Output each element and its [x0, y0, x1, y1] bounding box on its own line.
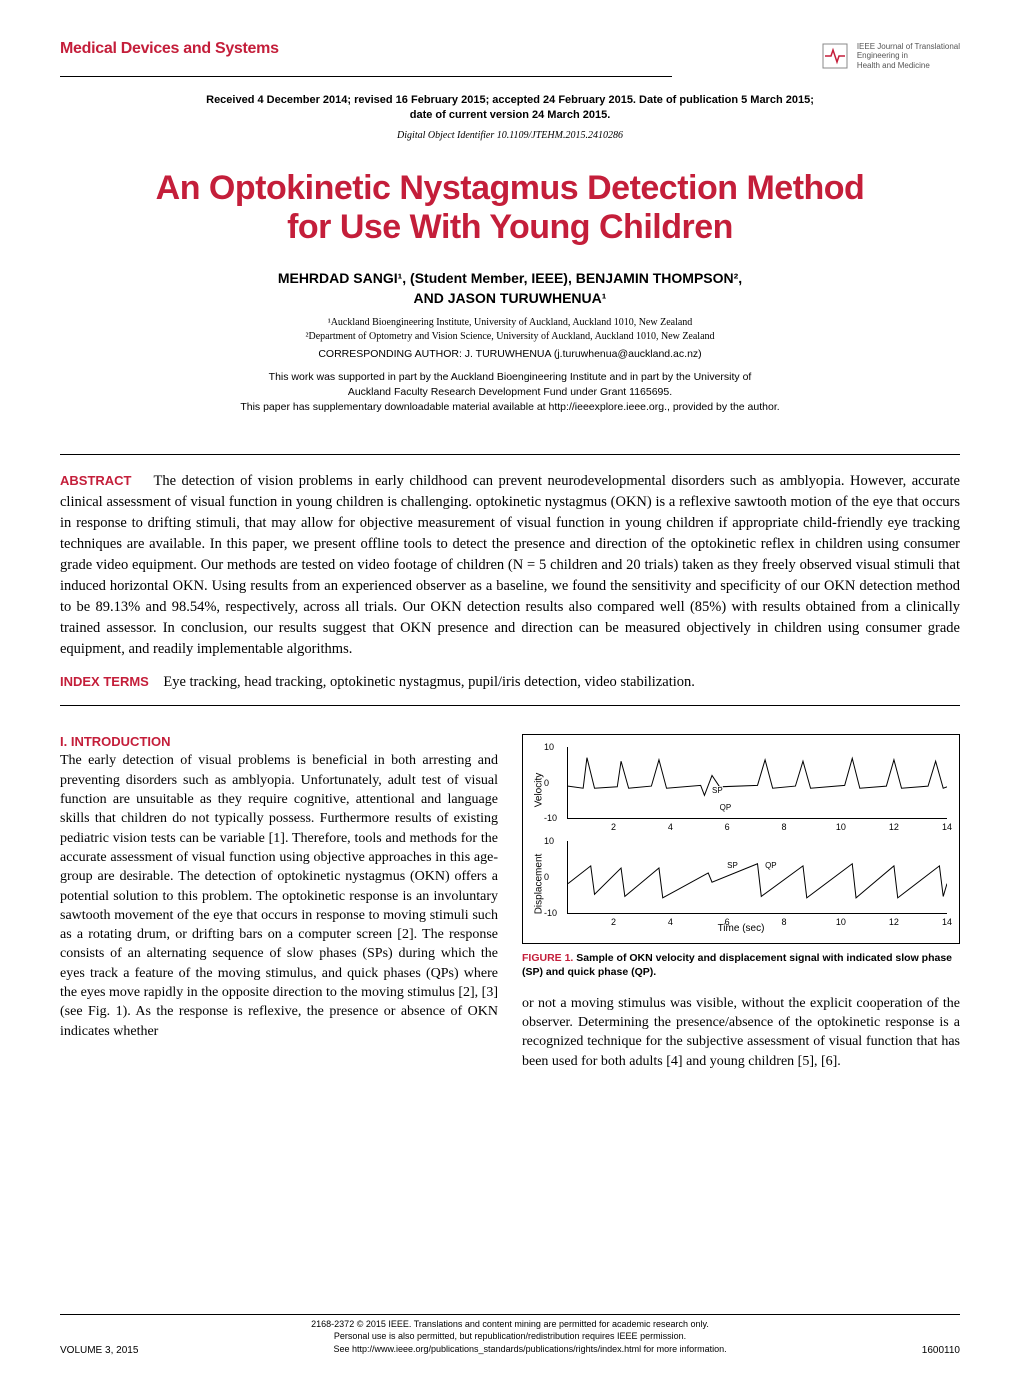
index-terms-label: INDEX TERMS — [60, 674, 149, 689]
sp-annotation: SP — [712, 786, 723, 795]
footer-rule — [60, 1314, 960, 1315]
journal-logo-icon — [819, 40, 851, 72]
tick-x: 10 — [836, 917, 846, 927]
funding-1: This work was supported in part by the A… — [60, 370, 960, 385]
footer-see: See http://www.ieee.org/publications_sta… — [138, 1344, 921, 1356]
tick-x: 8 — [782, 917, 787, 927]
intro-text-col1: The early detection of visual problems i… — [60, 751, 498, 1041]
footer-copyright: 2168-2372 © 2015 IEEE. Translations and … — [60, 1319, 960, 1331]
funding-3: This paper has supplementary downloadabl… — [60, 400, 960, 415]
figure-1-caption: FIGURE 1. Sample of OKN velocity and dis… — [522, 952, 960, 979]
qp-annotation: QP — [765, 861, 777, 870]
affiliation-2: ²Department of Optometry and Vision Scie… — [60, 330, 960, 344]
funding-2: Auckland Faculty Research Development Fu… — [60, 385, 960, 400]
header-rule — [60, 76, 672, 77]
section-badge: Medical Devices and Systems — [60, 40, 279, 58]
tick-y: 10 — [544, 836, 554, 846]
column-left: I. INTRODUCTION The early detection of v… — [60, 734, 498, 1071]
journal-name-3: Health and Medicine — [857, 61, 960, 71]
footer: 2168-2372 © 2015 IEEE. Translations and … — [60, 1314, 960, 1356]
index-terms-text: Eye tracking, head tracking, optokinetic… — [163, 674, 695, 690]
tick-x: 14 — [942, 822, 952, 832]
abstract-label: ABSTRACT — [60, 473, 132, 488]
tick-x: 8 — [782, 822, 787, 832]
intro-text-col2: or not a moving stimulus was visible, wi… — [522, 994, 960, 1071]
tick-x: 4 — [668, 917, 673, 927]
figure-1: Velocity 10 0 -10 2 4 6 8 10 12 14 SP — [522, 734, 960, 944]
pub-received: Received 4 December 2014; revised 16 Feb… — [60, 93, 960, 108]
tick-x: 12 — [889, 822, 899, 832]
footer-volume: VOLUME 3, 2015 — [60, 1345, 138, 1356]
doi: Digital Object Identifier 10.1109/JTEHM.… — [60, 130, 960, 141]
sp-annotation: SP — [727, 861, 738, 870]
tick-x: 2 — [611, 822, 616, 832]
displacement-subplot: Displacement 10 0 -10 2 4 6 8 10 12 14 S… — [529, 837, 953, 931]
authors: MEHRDAD SANGI¹, (Student Member, IEEE), … — [60, 269, 960, 308]
tick-y: 0 — [544, 872, 549, 882]
paper-title: An Optokinetic Nystagmus Detection Metho… — [60, 169, 960, 247]
corresponding-author: CORRESPONDING AUTHOR: J. TURUWHENUA (j.t… — [60, 348, 960, 360]
footer-personal: Personal use is also permitted, but repu… — [60, 1331, 960, 1343]
velocity-ylabel: Velocity — [534, 773, 545, 807]
journal-name-2: Engineering in — [857, 51, 960, 61]
displacement-ylabel: Displacement — [534, 854, 545, 915]
displacement-xlabel: Time (sec) — [718, 923, 765, 934]
tick-x: 4 — [668, 822, 673, 832]
displacement-signal — [568, 841, 947, 912]
abstract-block: ABSTRACT The detection of vision problem… — [60, 454, 960, 706]
velocity-signal — [568, 747, 947, 818]
tick-x: 2 — [611, 917, 616, 927]
footer-page: 1600110 — [922, 1345, 960, 1356]
journal-logo: IEEE Journal of Translational Engineerin… — [819, 40, 960, 72]
affiliation-1: ¹Auckland Bioengineering Institute, Univ… — [60, 316, 960, 330]
tick-y: -10 — [544, 908, 557, 918]
velocity-subplot: Velocity 10 0 -10 2 4 6 8 10 12 14 SP — [529, 743, 953, 837]
tick-y: 10 — [544, 742, 554, 752]
tick-x: 14 — [942, 917, 952, 927]
journal-name-1: IEEE Journal of Translational — [857, 42, 960, 52]
abstract-text: The detection of vision problems in earl… — [60, 473, 960, 657]
tick-x: 6 — [725, 822, 730, 832]
column-right: Velocity 10 0 -10 2 4 6 8 10 12 14 SP — [522, 734, 960, 1071]
tick-y: -10 — [544, 813, 557, 823]
pub-current: date of current version 24 March 2015. — [60, 108, 960, 123]
tick-x: 12 — [889, 917, 899, 927]
tick-y: 0 — [544, 778, 549, 788]
qp-annotation: QP — [720, 803, 732, 812]
tick-x: 10 — [836, 822, 846, 832]
intro-heading: I. INTRODUCTION — [60, 734, 498, 749]
